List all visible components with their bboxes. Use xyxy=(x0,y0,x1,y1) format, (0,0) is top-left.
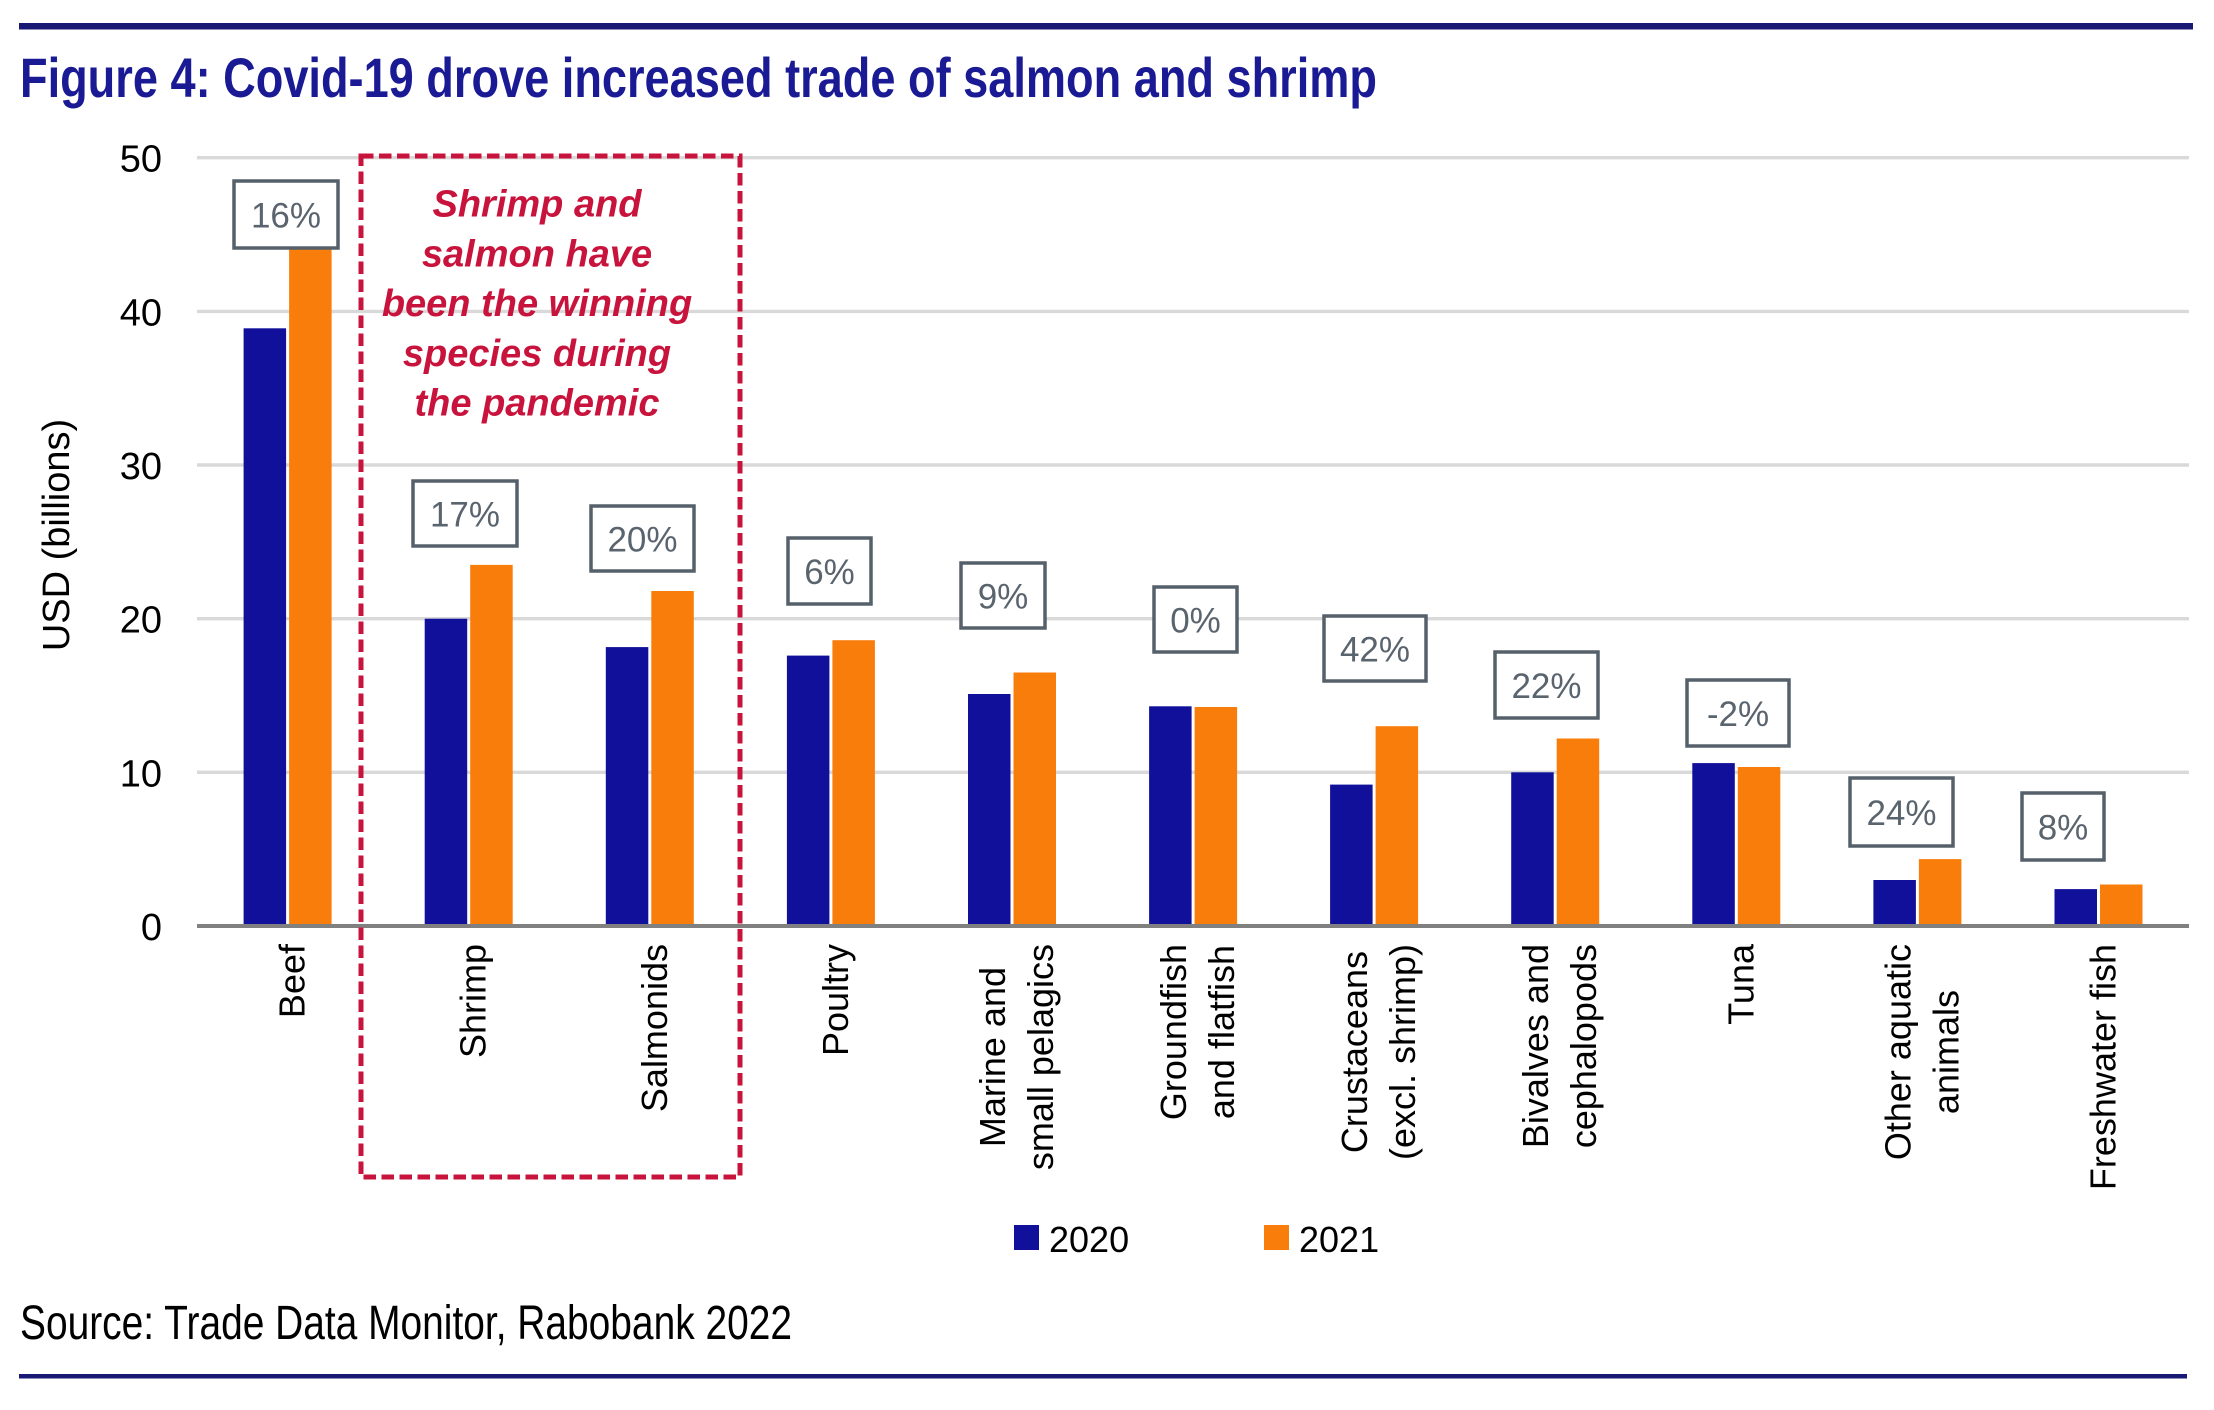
svg-text:animals: animals xyxy=(1925,990,1966,1114)
svg-text:been the winning: been the winning xyxy=(382,283,692,325)
svg-text:Tuna: Tuna xyxy=(1720,943,1761,1025)
svg-text:Figure 4: Covid-19 drove incre: Figure 4: Covid-19 drove increased trade… xyxy=(20,46,1377,109)
svg-text:cephalopods: cephalopods xyxy=(1563,944,1604,1148)
svg-text:and flatfish: and flatfish xyxy=(1201,945,1242,1119)
svg-text:-2%: -2% xyxy=(1707,695,1769,734)
svg-text:Shrimp: Shrimp xyxy=(453,944,494,1058)
svg-text:8%: 8% xyxy=(2038,809,2089,848)
svg-text:Beef: Beef xyxy=(272,943,313,1018)
svg-text:6%: 6% xyxy=(804,553,855,592)
svg-text:50: 50 xyxy=(120,139,162,181)
svg-text:small pelagics: small pelagics xyxy=(1020,944,1061,1170)
svg-text:Other aquatic: Other aquatic xyxy=(1877,944,1918,1160)
svg-text:salmon have: salmon have xyxy=(422,233,652,275)
svg-text:17%: 17% xyxy=(430,496,500,535)
svg-text:0: 0 xyxy=(141,907,162,949)
svg-text:Poultry: Poultry xyxy=(815,944,856,1056)
svg-text:10: 10 xyxy=(120,753,162,795)
svg-text:Crustaceans: Crustaceans xyxy=(1334,951,1375,1153)
svg-text:20: 20 xyxy=(120,600,162,642)
svg-text:20%: 20% xyxy=(607,521,677,560)
svg-text:USD (billions): USD (billions) xyxy=(36,419,78,651)
svg-text:40: 40 xyxy=(120,292,162,334)
svg-text:24%: 24% xyxy=(1866,794,1936,833)
svg-text:16%: 16% xyxy=(251,197,321,236)
svg-text:2021: 2021 xyxy=(1299,1219,1379,1260)
svg-text:42%: 42% xyxy=(1340,631,1410,670)
svg-text:(excl. shrimp): (excl. shrimp) xyxy=(1382,944,1423,1160)
svg-text:2020: 2020 xyxy=(1049,1219,1129,1260)
svg-text:0%: 0% xyxy=(1170,602,1221,641)
svg-text:Source: Trade Data Monitor, Ra: Source: Trade Data Monitor, Rabobank 202… xyxy=(20,1297,792,1350)
svg-text:Marine and: Marine and xyxy=(972,967,1013,1147)
svg-text:Salmonids: Salmonids xyxy=(634,944,675,1112)
svg-text:9%: 9% xyxy=(978,578,1029,617)
svg-text:the pandemic: the pandemic xyxy=(415,383,660,425)
svg-text:Shrimp and: Shrimp and xyxy=(432,184,642,226)
svg-text:Freshwater fish: Freshwater fish xyxy=(2083,944,2124,1190)
svg-text:Groundfish: Groundfish xyxy=(1153,944,1194,1120)
svg-text:30: 30 xyxy=(120,446,162,488)
svg-text:Bivalves and: Bivalves and xyxy=(1515,944,1556,1148)
svg-text:species during: species during xyxy=(403,333,671,375)
svg-text:22%: 22% xyxy=(1511,667,1581,706)
